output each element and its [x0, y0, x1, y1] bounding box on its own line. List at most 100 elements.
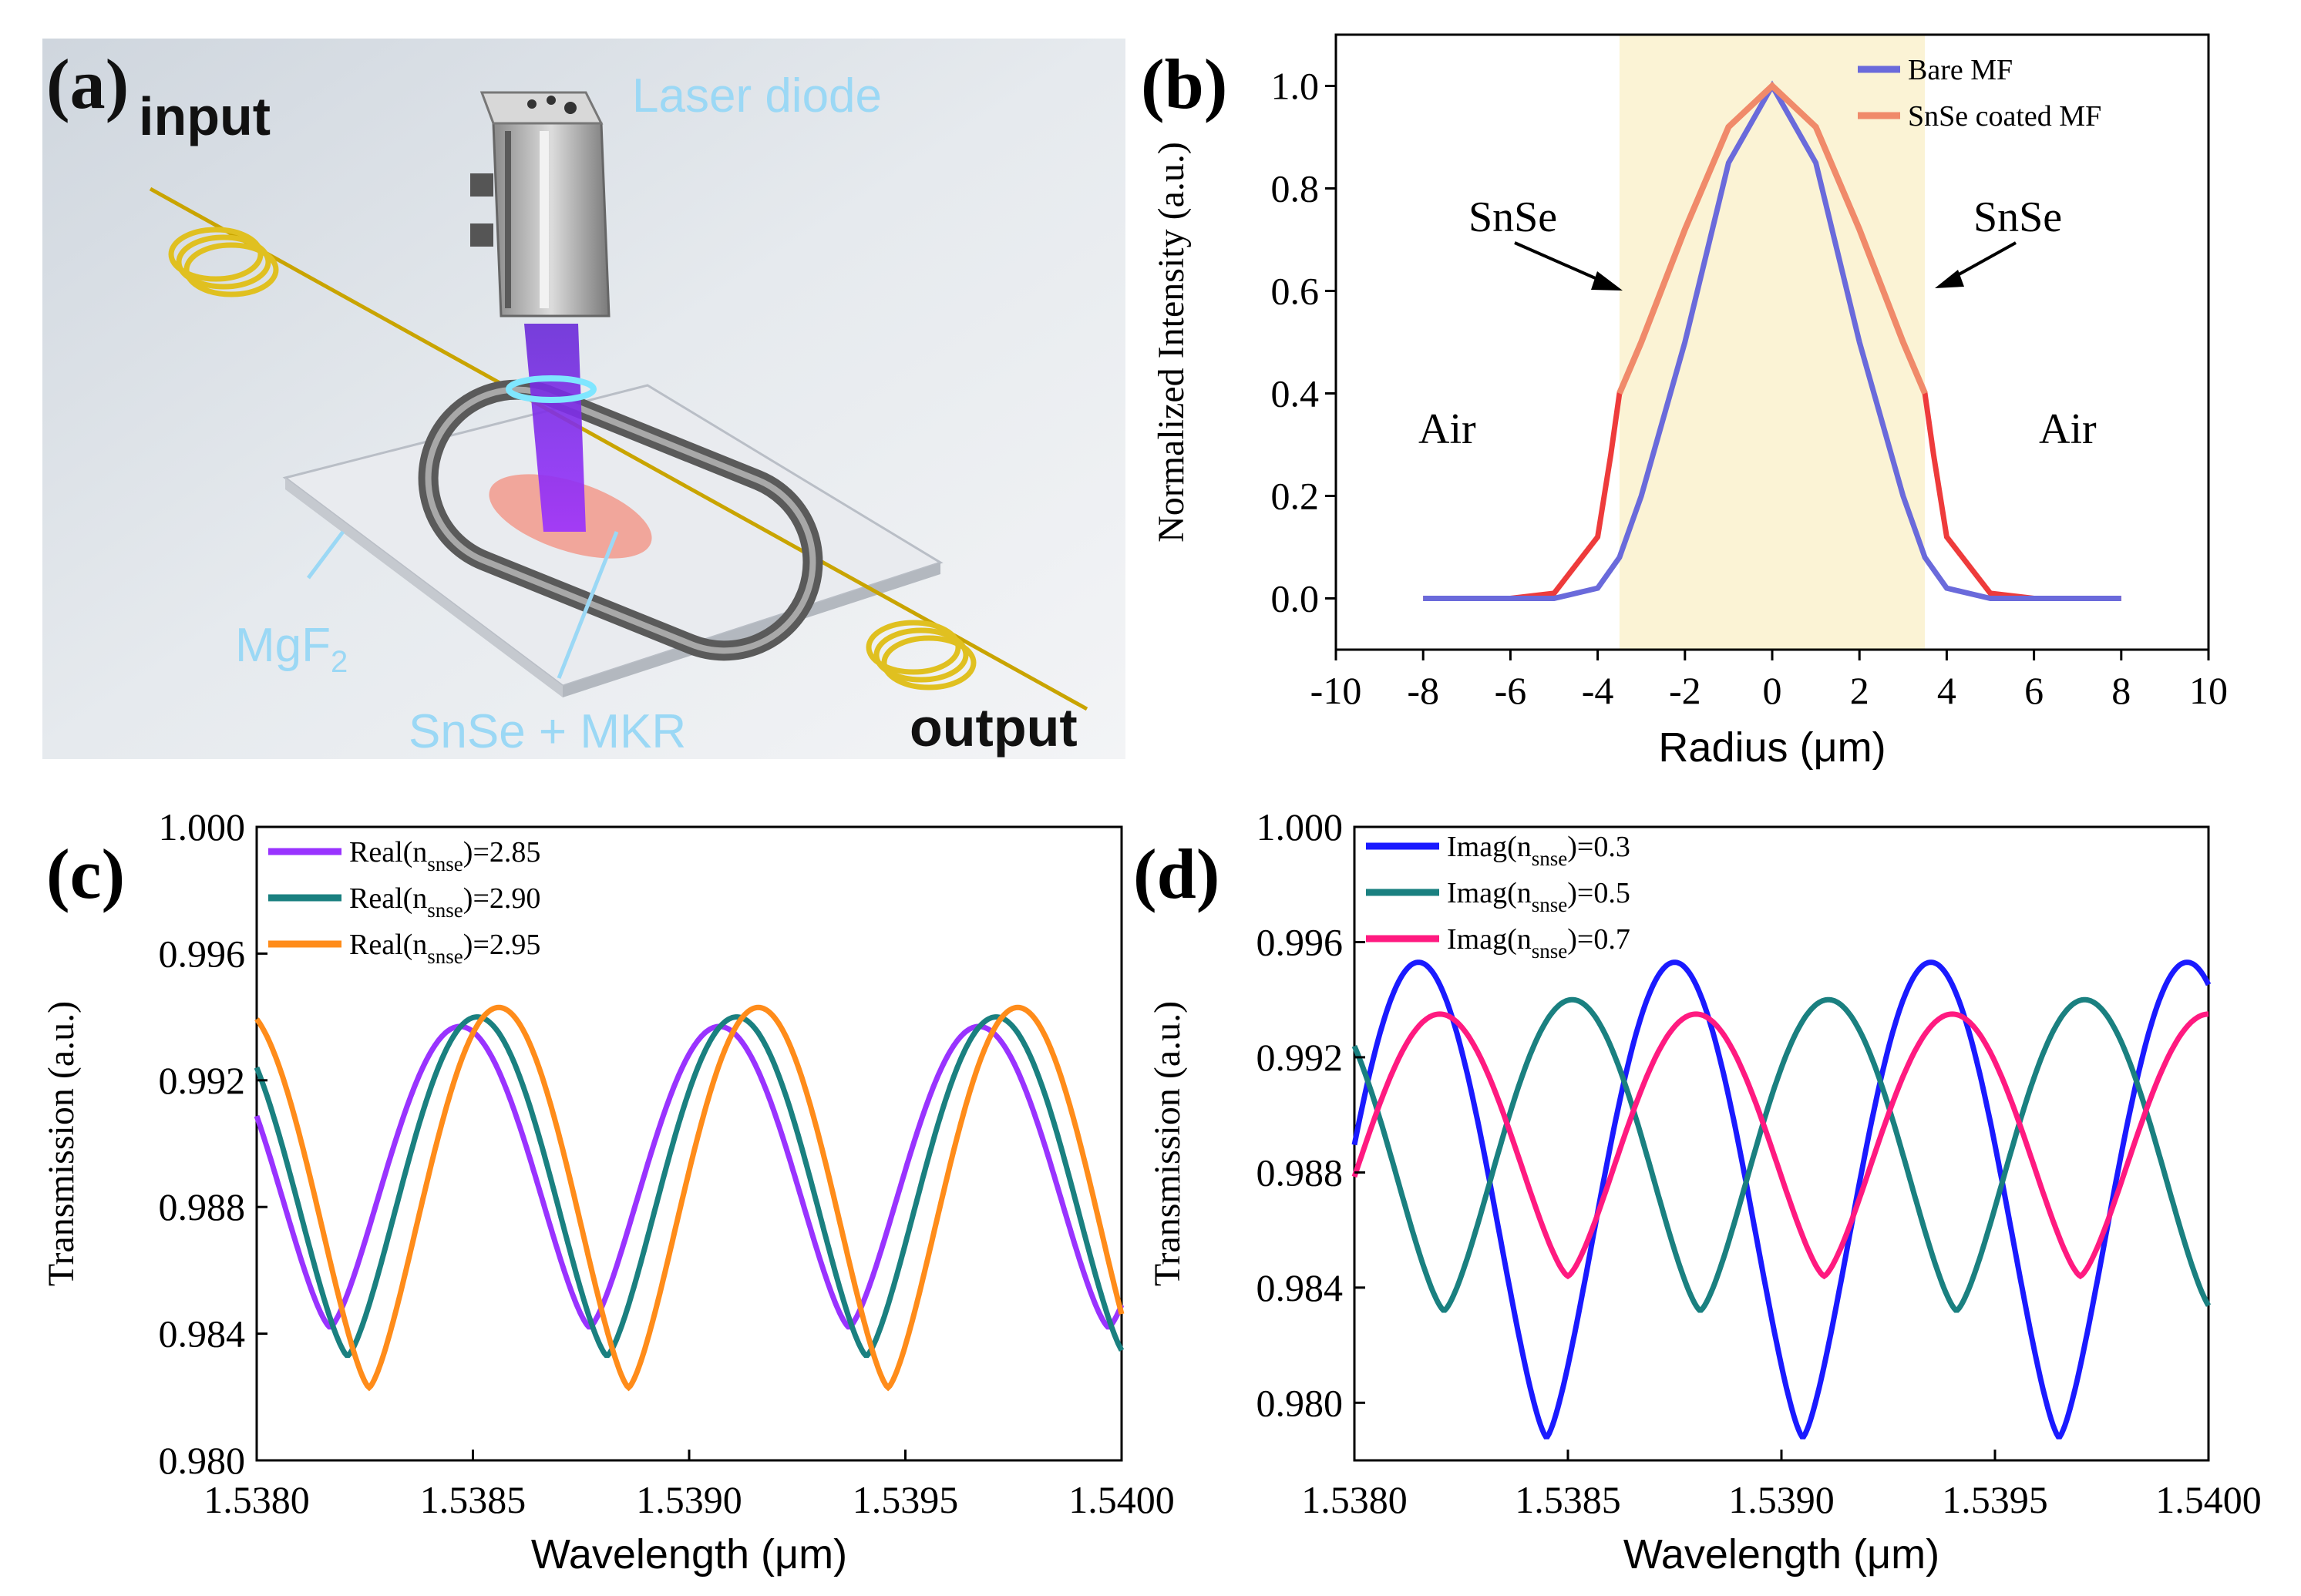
legend-main-text: Real(n: [349, 836, 427, 869]
x-tick-label: 1.5380: [204, 1478, 310, 1521]
snse-pointer: [557, 531, 619, 679]
legend-subscript: snse: [1532, 893, 1568, 916]
legend-label-1: Imag(nsnse)=0.3: [1447, 831, 1630, 870]
x-tick-label: -10: [1310, 669, 1362, 712]
series-line-2: [254, 1014, 1125, 1359]
x-tick-label: 1.5385: [420, 1478, 526, 1521]
legend-main-text: Imag(n: [1447, 923, 1532, 956]
series-snse-coated-mf: [1616, 82, 1928, 395]
arrow-left-head: [1591, 271, 1623, 291]
input-label: input: [139, 86, 271, 146]
x-tick-label: 8: [2111, 669, 2131, 712]
y-tick-label: 0.8: [1271, 167, 1320, 210]
panel-label: (c): [46, 835, 125, 913]
mgf2-subscript: 2: [331, 645, 348, 679]
panel-b-chart: -10 -8 -6 -4 -2 0 2 4 6 8 10 0.0 0.2 0.4 0.6 0.8 1.0 Radi…: [1141, 33, 2228, 771]
legend-subscript: snse: [427, 945, 463, 968]
y-tick-label: 0.996: [1256, 920, 1344, 963]
legend-subscript: snse: [1532, 939, 1568, 963]
legend-label-2: Real(nsnse)=2.90: [349, 882, 540, 922]
legend-label-1: Real(nsnse)=2.85: [349, 836, 540, 875]
panel-b-label: (b): [1141, 45, 1227, 123]
y-tick-label: 0.4: [1271, 372, 1320, 415]
series-line-3: [254, 1004, 1125, 1392]
legend-label-coated-mf: SnSe coated MF: [1908, 100, 2101, 133]
x-tick-label: 1.5390: [636, 1478, 742, 1521]
mgf2-label: MgF2: [235, 619, 348, 679]
y-tick-label: 0.6: [1271, 270, 1320, 313]
mgf2-main: MgF: [235, 619, 331, 672]
panel-label: (d): [1133, 835, 1219, 913]
y-tick-label: 0.996: [159, 932, 246, 975]
panel-a-illustration: (a) input Laser diode MgF2 SnSe + MKR ou…: [42, 39, 1125, 759]
x-tick-label: 0: [1763, 669, 1782, 712]
y-tick-label: 0.980: [1256, 1381, 1344, 1424]
x-tick-label: 10: [2189, 669, 2228, 712]
legend-label-2: Imag(nsnse)=0.5: [1447, 877, 1630, 916]
y-tick-label: 1.000: [159, 805, 246, 848]
annotation-snse-left: SnSe: [1468, 193, 1557, 241]
x-axis-label: Wavelength (μm): [531, 1531, 847, 1578]
legend-tail-text: )=2.90: [463, 882, 541, 915]
legend-tail-text: )=0.7: [1567, 923, 1630, 956]
legend-main-text: Real(n: [349, 929, 427, 961]
legend-main-text: Real(n: [349, 882, 427, 915]
legend-tail-text: )=2.85: [463, 836, 541, 869]
x-axis-label: Radius (μm): [1658, 724, 1886, 771]
legend-main-text: Imag(n: [1447, 877, 1532, 909]
x-tick-label: 2: [1850, 669, 1869, 712]
series-line-1: [1351, 959, 2212, 1440]
y-tick-label: 0.2: [1271, 475, 1320, 518]
annotation-air-right: Air: [2039, 405, 2097, 453]
x-tick-label: 1.5395: [853, 1478, 959, 1521]
x-tick-label: 1.5395: [1942, 1478, 2048, 1521]
laser-diode-label: Laser diode: [632, 69, 882, 123]
x-tick-label: -6: [1495, 669, 1527, 712]
substrate-band: [1619, 35, 1926, 650]
y-tick-label: 0.992: [159, 1059, 246, 1102]
snse-mkr-label: SnSe + MKR: [409, 705, 686, 758]
y-tick-label: 0.988: [1256, 1151, 1344, 1194]
y-tick-label: 0.0: [1271, 577, 1320, 620]
x-tick-label: 1.5385: [1515, 1478, 1621, 1521]
y-axis-label: Normalized Intensity (a.u.): [1151, 142, 1192, 543]
legend-label-3: Real(nsnse)=2.95: [349, 929, 540, 968]
y-tick-label: 0.980: [159, 1439, 246, 1482]
panel-a-label: (a): [46, 45, 129, 123]
legend-tail-text: )=0.3: [1567, 831, 1630, 863]
output-label: output: [910, 697, 1078, 758]
y-tick-label: 0.984: [1256, 1266, 1344, 1309]
beam-lens-ring: [506, 375, 597, 403]
x-tick-label: 6: [2024, 669, 2044, 712]
input-coil: [168, 227, 279, 297]
x-tick-label: 1.5380: [1301, 1478, 1408, 1521]
x-tick-label: 1.5400: [2155, 1478, 2262, 1521]
mgf2-pointer: [307, 530, 345, 580]
laser-diode-head: [470, 91, 611, 318]
x-tick-label: 4: [1937, 669, 1956, 712]
y-axis-label: Transmission (a.u.): [1147, 1001, 1188, 1286]
y-tick-label: 0.984: [159, 1312, 246, 1356]
y-tick-label: 0.988: [159, 1185, 246, 1228]
legend-label-3: Imag(nsnse)=0.7: [1447, 923, 1630, 963]
legend-main-text: Imag(n: [1447, 831, 1532, 863]
legend-subscript: snse: [427, 852, 463, 875]
y-tick-label: 0.992: [1256, 1036, 1344, 1079]
plot-frame: [255, 825, 1123, 1462]
x-axis-label: Wavelength (μm): [1623, 1531, 1939, 1578]
arrow-right-head: [1935, 270, 1964, 288]
y-axis-label: Transmission (a.u.): [41, 1001, 82, 1286]
x-tick-label: -8: [1407, 669, 1439, 712]
substrate-edge-right: [563, 563, 940, 697]
legend-subscript: snse: [1532, 847, 1568, 870]
x-tick-label: 1.5390: [1728, 1478, 1835, 1521]
annotation-snse-right: SnSe: [1973, 193, 2062, 241]
annotation-air-left: Air: [1418, 405, 1476, 453]
x-tick-label: -4: [1582, 669, 1614, 712]
substrate-edge: [285, 478, 563, 697]
x-tick-label: -2: [1669, 669, 1701, 712]
series-line-3: [1351, 1011, 2209, 1280]
panel-d-chart: 1.5380 1.5385 1.5390 1.5395 1.5400 0.980 0.984…: [1133, 805, 2262, 1578]
y-tick-label: 1.0: [1271, 65, 1320, 108]
